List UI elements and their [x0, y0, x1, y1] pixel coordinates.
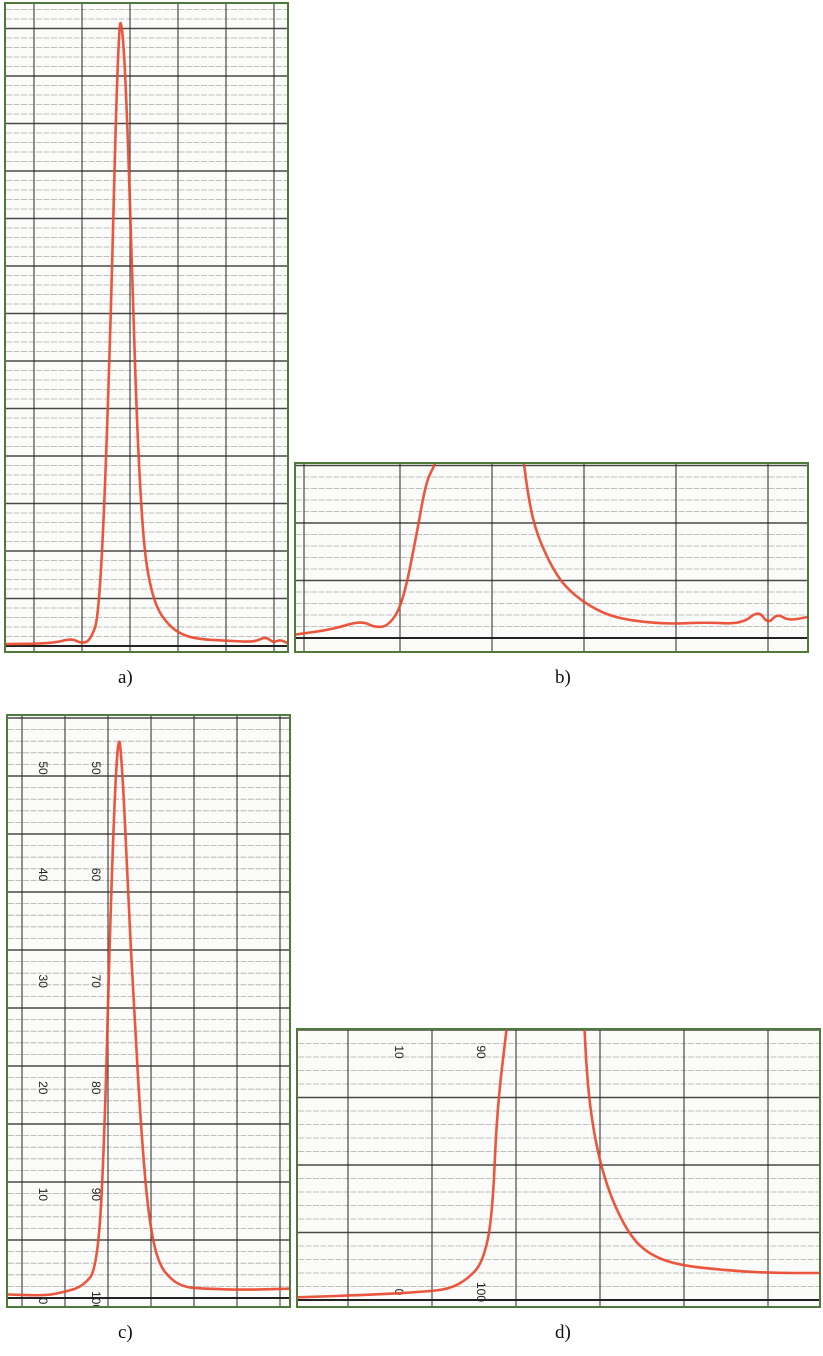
tick-label-right: 90: [89, 1188, 103, 1202]
chart-b-svg: [296, 464, 807, 651]
caption-a: a): [118, 667, 133, 688]
grid-a: [6, 4, 287, 651]
grid-c: [8, 716, 289, 1306]
tick-label-right: 80: [89, 1081, 103, 1095]
tick-label-left: 50: [36, 761, 50, 775]
tick-label-left: 0: [36, 1298, 50, 1305]
tick-label-left: 30: [36, 975, 50, 989]
tick-label-right: 100: [474, 1282, 488, 1302]
tick-label-right: 100: [89, 1291, 103, 1306]
chart-a-svg: [6, 4, 287, 651]
chart-panel-d: 0 10 100 90: [296, 1028, 821, 1308]
tick-label-right: 70: [89, 975, 103, 989]
chart-panel-b: [294, 462, 809, 653]
chart-c-svg: 0 10 20 30 40 50 100 90 80 70 60 50: [8, 716, 289, 1306]
chart-panel-a: [4, 2, 289, 653]
grid-d: [298, 1030, 819, 1306]
tick-label-right: 50: [89, 761, 103, 775]
chart-panel-c: 0 10 20 30 40 50 100 90 80 70 60 50: [6, 714, 291, 1308]
trace-line-d: [298, 1030, 819, 1299]
tick-label-left: 40: [36, 868, 50, 882]
trace-line-c: [8, 740, 289, 1297]
tick-label-left: 10: [36, 1188, 50, 1202]
caption-d: d): [555, 1322, 571, 1343]
tick-label-left: 20: [36, 1081, 50, 1095]
trace-line-a: [6, 21, 287, 646]
caption-c: c): [118, 1322, 133, 1343]
grid-b: [296, 464, 807, 651]
tick-label-left: 10: [392, 1045, 406, 1059]
trace-line-b: [296, 464, 807, 636]
tick-label-right: 90: [474, 1045, 488, 1059]
tick-label-right: 60: [89, 868, 103, 882]
caption-b: b): [555, 667, 571, 688]
